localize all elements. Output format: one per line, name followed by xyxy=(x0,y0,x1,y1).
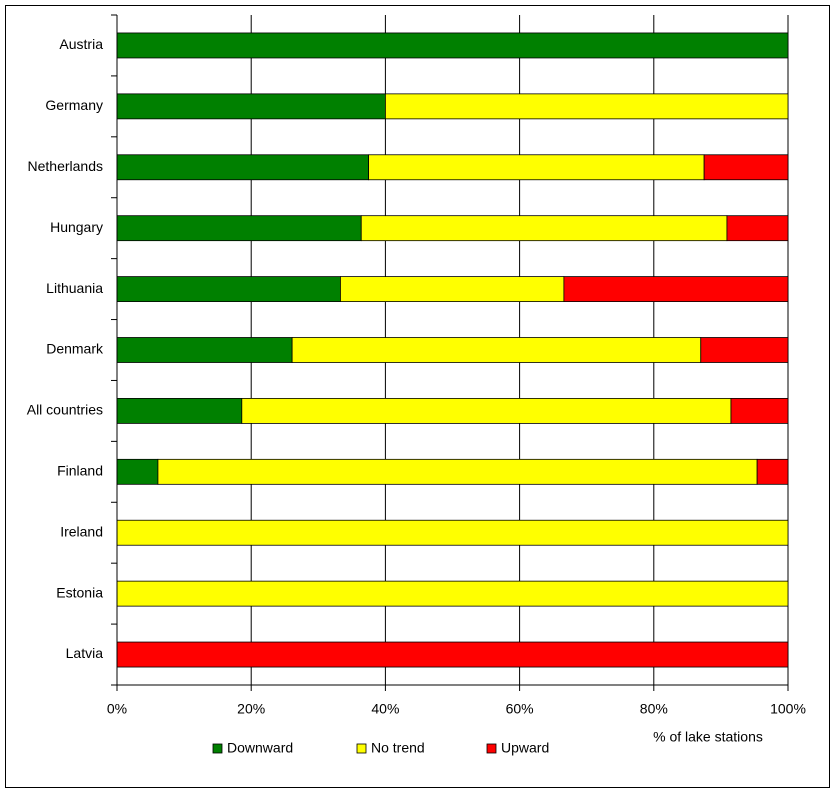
bar-segment xyxy=(241,398,732,424)
bar-segment xyxy=(116,458,159,485)
x-tick-label: 100% xyxy=(770,701,806,717)
bar-segment xyxy=(384,93,789,120)
y-tick-label: Netherlands xyxy=(28,158,104,174)
bar-segment xyxy=(726,215,789,242)
x-tick-label: 20% xyxy=(237,701,265,717)
bar-segment xyxy=(116,398,243,424)
bar-segment xyxy=(291,337,702,363)
y-tick-label: Finland xyxy=(57,463,103,479)
bar-segment xyxy=(563,276,789,302)
bar-segment xyxy=(116,154,370,181)
legend-swatch xyxy=(486,743,497,754)
legend-label: No trend xyxy=(371,740,425,756)
y-tick-label: Denmark xyxy=(46,341,104,357)
y-tick-label: Estonia xyxy=(56,584,103,600)
bar-segment xyxy=(116,641,789,668)
y-tick-label: Germany xyxy=(45,97,103,113)
legend-swatch xyxy=(356,743,367,754)
bar-segment xyxy=(116,337,293,363)
bar-segment xyxy=(700,337,789,363)
y-tick-label: Hungary xyxy=(50,219,103,235)
legend-swatch xyxy=(212,743,223,754)
x-tick-label: 60% xyxy=(506,701,534,717)
y-tick-label: Austria xyxy=(59,36,103,52)
chart-border xyxy=(5,5,830,788)
x-tick-label: 80% xyxy=(640,701,668,717)
y-tick-label: Latvia xyxy=(66,645,104,661)
bar-segment xyxy=(157,458,758,485)
bar-segment xyxy=(116,32,789,59)
bar-segment xyxy=(116,519,789,546)
legend-label: Downward xyxy=(227,740,293,756)
bar-segment xyxy=(756,458,789,485)
bar-segment xyxy=(116,215,362,242)
bar-segment xyxy=(116,580,789,607)
y-tick-label: Ireland xyxy=(60,523,103,539)
bar-segment xyxy=(340,276,565,302)
bar-segment xyxy=(368,154,705,181)
bar-segment xyxy=(116,93,386,120)
y-tick-label: Lithuania xyxy=(46,280,103,296)
x-axis-label: % of lake stations xyxy=(653,729,763,745)
legend-label: Upward xyxy=(501,740,549,756)
bar-segment xyxy=(360,215,728,242)
y-tick-label: All countries xyxy=(27,402,103,418)
x-tick-label: 0% xyxy=(107,701,127,717)
bar-segment xyxy=(116,276,341,302)
bar-segment xyxy=(703,154,789,181)
x-tick-label: 40% xyxy=(371,701,399,717)
bar-segment xyxy=(730,398,789,424)
